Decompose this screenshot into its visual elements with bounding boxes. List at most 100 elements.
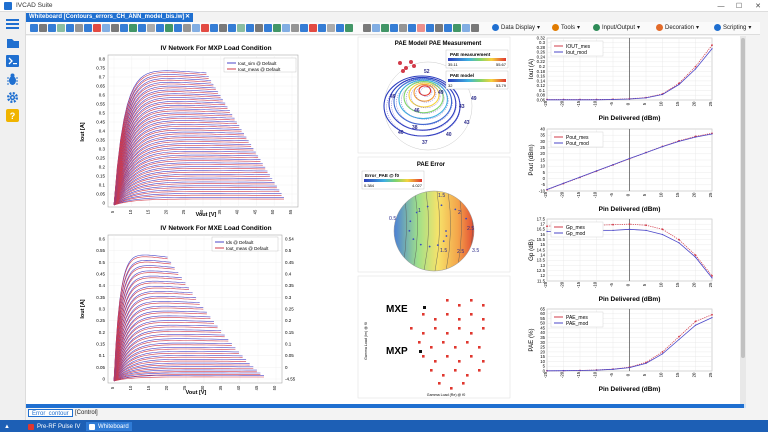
document-tab[interactable]: Whiteboard [Contours_errors_CH_ANN_model… [26, 13, 193, 22]
toolbar-tool-icon[interactable] [219, 24, 227, 32]
iv-curve-sim [113, 116, 235, 206]
toolbar-tool-icon[interactable] [57, 24, 65, 32]
toolbar-tool-icon[interactable] [408, 24, 416, 32]
toolbar-tool-icon[interactable] [156, 24, 164, 32]
y-tick-label: 0.2 [99, 165, 106, 170]
toolbar-tool-icon[interactable] [381, 24, 389, 32]
iv-curve-meas [113, 307, 204, 382]
toolbar-tool-icon[interactable] [174, 24, 182, 32]
vertical-scrollbar-thumb[interactable] [741, 38, 745, 358]
toolbar-tool-icon[interactable] [102, 24, 110, 32]
iv-curve-sim [113, 189, 280, 206]
toolbar-tool-icon[interactable] [336, 24, 344, 32]
y-tick-label: -5 [541, 182, 545, 187]
status-item-whiteboard[interactable]: Whiteboard [86, 422, 132, 431]
document-tab-close-icon[interactable]: ✕ [184, 14, 190, 20]
toolbar-tool-icon[interactable] [30, 24, 38, 32]
toolbar-tool-icon[interactable] [48, 24, 56, 32]
toolbar-tool-icon[interactable] [93, 24, 101, 32]
bug-icon[interactable] [5, 72, 20, 86]
toolbar-tool-icon[interactable] [75, 24, 83, 32]
horizontal-scrollbar-thumb[interactable] [26, 404, 744, 408]
iv-curve-sim [113, 369, 257, 382]
toolbar-tool-icon[interactable] [435, 24, 443, 32]
help-icon[interactable]: ? [5, 108, 20, 122]
tab-error-contour[interactable]: Error_contour [28, 409, 73, 417]
pae-meas-contour [388, 76, 457, 131]
toolbar-tool-icon[interactable] [444, 24, 452, 32]
y-tick-label: 10 [540, 359, 545, 364]
toolbar-tool-icon[interactable] [129, 24, 137, 32]
toolbar-tool-icon[interactable] [192, 24, 200, 32]
mxp-label: MXP [386, 346, 408, 357]
toolbar-tool-icon[interactable] [300, 24, 308, 32]
toolbar-tool-icon[interactable] [390, 24, 398, 32]
toolbar-tool-icon[interactable] [39, 24, 47, 32]
iv-curve-meas [113, 261, 172, 382]
toolbar-tool-icon[interactable] [372, 24, 380, 32]
toolbar-tool-icon[interactable] [273, 24, 281, 32]
terminal-icon[interactable] [5, 54, 20, 68]
toolbar-tool-icon[interactable] [228, 24, 236, 32]
toolbar-tool-icon[interactable] [201, 24, 209, 32]
decoration-menu[interactable]: Decoration ▾ [656, 24, 699, 31]
toolbar-tool-icon[interactable] [165, 24, 173, 32]
error-sample-point [412, 238, 415, 241]
toolbar-tool-icon[interactable] [471, 24, 479, 32]
minimize-button[interactable]: — [717, 2, 725, 10]
toolbar-tool-icon[interactable] [453, 24, 461, 32]
toolbar-tool-icon[interactable] [363, 24, 371, 32]
toolbar-tool-icon[interactable] [399, 24, 407, 32]
toolbar-tool-icon[interactable] [147, 24, 155, 32]
data-point [678, 242, 680, 244]
toolbar-tool-icon[interactable] [210, 24, 218, 32]
tools-icon [552, 24, 559, 31]
toolbar-tool-icon[interactable] [111, 24, 119, 32]
iv-curve-meas [113, 364, 250, 382]
x-tick-label: -5 [609, 372, 614, 376]
iv-mxe-ylabel: Iout [A] [80, 299, 86, 318]
menu-icon[interactable] [5, 16, 20, 30]
y2-tick-label: 0.54 [285, 237, 294, 242]
toolbar-tool-icon[interactable] [120, 24, 128, 32]
scripting-menu[interactable]: Scripting ▾ [714, 24, 751, 31]
toolbar-tool-icon[interactable] [84, 24, 92, 32]
iv-curve-meas [113, 335, 225, 382]
toolbar-tool-icon[interactable] [345, 24, 353, 32]
status-arrow-icon[interactable]: ▲ [4, 423, 10, 430]
toolbar-tool-icon[interactable] [462, 24, 470, 32]
status-item-pre-rf[interactable]: Pre-RF Pulse IV [28, 422, 80, 431]
toolbar-tool-icon[interactable] [417, 24, 425, 32]
maximize-button[interactable]: ☐ [735, 3, 743, 10]
toolbar-tool-icon[interactable] [138, 24, 146, 32]
gear-icon[interactable] [5, 90, 20, 104]
toolbar-tool-icon[interactable] [282, 24, 290, 32]
toolbar-tool-icon[interactable] [255, 24, 263, 32]
toolbar-tool-icon[interactable] [291, 24, 299, 32]
data-display-menu[interactable]: Data Display ▾ [492, 24, 540, 31]
y-tick-label: 14 [540, 253, 545, 258]
pae-meas-contour [408, 82, 440, 108]
load-point [434, 360, 437, 363]
toolbar-tool-icon[interactable] [426, 24, 434, 32]
y-tick-label: 25 [540, 145, 545, 150]
tools-menu[interactable]: Tools ▾ [552, 24, 580, 31]
toolbar-tool-icon[interactable] [327, 24, 335, 32]
folder-icon[interactable] [5, 36, 20, 50]
toolbar-tool-icon[interactable] [183, 24, 191, 32]
pae-meas-contour [393, 78, 453, 125]
tab-control[interactable]: [Control] [75, 410, 98, 416]
close-button[interactable]: ✕ [755, 3, 761, 10]
toolbar-tool-icon[interactable] [318, 24, 326, 32]
error-sample-point [408, 229, 411, 232]
toolbar-tool-icon[interactable] [66, 24, 74, 32]
iv-mxe-legend-sim: Ids @ Default [226, 240, 254, 245]
toolbar-tool-icon[interactable] [246, 24, 254, 32]
toolbar-tool-icon[interactable] [264, 24, 272, 32]
toolbar-tool-icon[interactable] [309, 24, 317, 32]
pae-error-panel: PAE Error 0.5 1 1.5 2 2.5 1.5 2.5 3.5 Error_PAE… [357, 156, 511, 273]
toolbar-tool-icon[interactable] [237, 24, 245, 32]
iv-curve-sim [113, 158, 261, 206]
sweep-chart: 17.51716.51615.51514.51413.51312.51211.5… [528, 216, 713, 303]
input-output-menu[interactable]: Input/Output ▾ [593, 24, 640, 31]
